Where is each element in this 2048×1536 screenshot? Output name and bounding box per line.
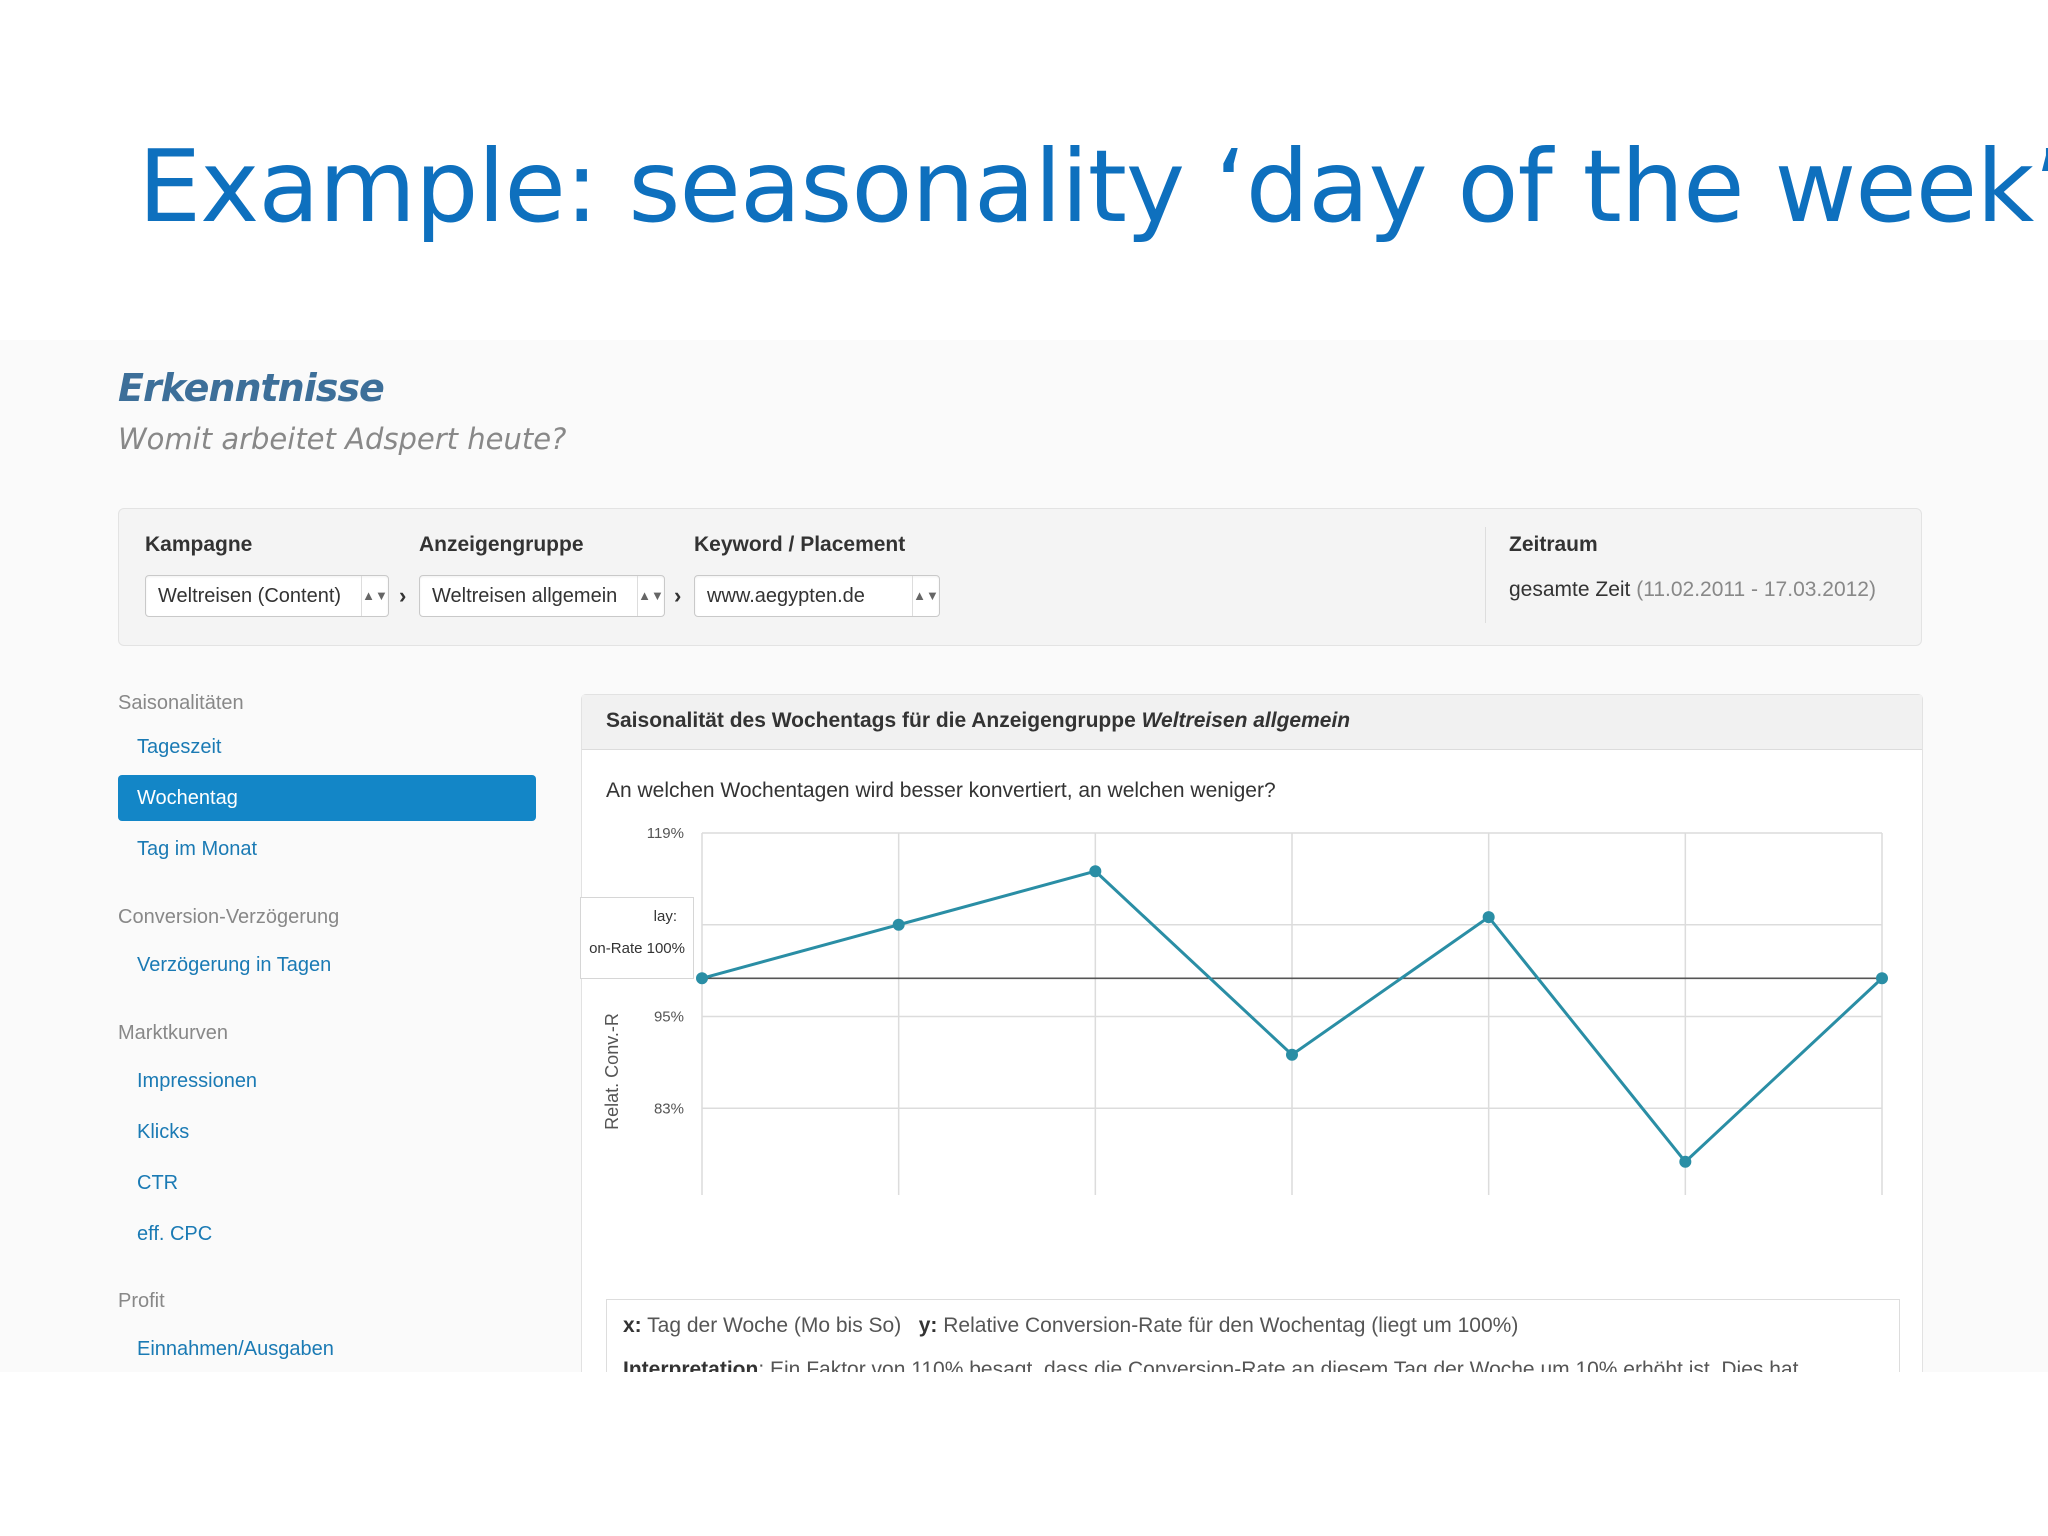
campaign-label: Kampagne bbox=[145, 533, 253, 556]
period-value[interactable]: gesamte Zeit (11.02.2011 - 17.03.2012) bbox=[1509, 578, 1876, 602]
sidebar-heading-marktkurven: Marktkurven bbox=[118, 1022, 229, 1044]
sidebar-item-wochentag[interactable]: Wochentag bbox=[118, 775, 536, 821]
y-tick-label: 71% bbox=[654, 1192, 684, 1195]
data-point bbox=[696, 972, 708, 985]
sidebar: Saisonalitäten Tageszeit Wochentag Tag i… bbox=[118, 692, 538, 1372]
adgroup-label: Anzeigengruppe bbox=[419, 533, 584, 556]
adgroup-select[interactable]: Weltreisen allgemein ▲▼ bbox=[419, 575, 665, 617]
page-subtitle: Womit arbeitet Adspert heute? bbox=[118, 422, 567, 456]
keyword-select[interactable]: www.aegypten.de ▲▼ bbox=[694, 575, 940, 617]
line-chart: 71%83%95%119%MondayTuesdayWednesdayThurs… bbox=[602, 825, 1888, 1195]
y-description: Relative Conversion-Rate für den Wochent… bbox=[943, 1314, 1519, 1337]
campaign-select-value: Weltreisen (Content) bbox=[158, 585, 342, 607]
sidebar-item-tag-im-monat[interactable]: Tag im Monat bbox=[137, 838, 258, 860]
select-arrows-icon: ▲▼ bbox=[912, 576, 939, 616]
breadcrumb-chevron-icon: › bbox=[399, 583, 407, 608]
interpretation-body: : Ein Faktor von 110% besagt, dass die C… bbox=[758, 1358, 1799, 1372]
sidebar-heading-saisonalitaeten: Saisonalitäten bbox=[118, 692, 244, 714]
sidebar-item-ctr[interactable]: CTR bbox=[137, 1172, 179, 1194]
data-point bbox=[1679, 1155, 1692, 1168]
sidebar-item-einnahmen[interactable]: Einnahmen/Ausgaben bbox=[137, 1338, 334, 1360]
data-point bbox=[892, 918, 905, 931]
sidebar-item-verzoegerung[interactable]: Verzögerung in Tagen bbox=[137, 954, 332, 976]
data-point bbox=[1089, 865, 1102, 878]
period-label: Zeitraum bbox=[1509, 533, 1598, 556]
sidebar-item-eff-cpc[interactable]: eff. CPC bbox=[137, 1223, 213, 1245]
interpretation-text: Interpretation: Ein Faktor von 110% besa… bbox=[623, 1358, 1798, 1372]
campaign-select[interactable]: Weltreisen (Content) ▲▼ bbox=[145, 575, 389, 617]
data-point bbox=[1286, 1048, 1298, 1061]
slide-title: Example: seasonality ‘day of the week’ bbox=[138, 128, 2048, 245]
chart-legend-box: x: Tag der Woche (Mo bis So) y: Relative… bbox=[606, 1299, 1900, 1372]
x-key: x: bbox=[623, 1314, 642, 1337]
sidebar-item-impressionen[interactable]: Impressionen bbox=[137, 1070, 258, 1092]
y-key: y: bbox=[918, 1314, 938, 1337]
keyword-label: Keyword / Placement bbox=[694, 533, 906, 556]
sidebar-item-tageszeit[interactable]: Tageszeit bbox=[137, 736, 222, 758]
sidebar-item-klicks[interactable]: Klicks bbox=[137, 1121, 190, 1143]
tooltip-day: lay: bbox=[653, 908, 677, 925]
page-title: Erkenntnisse bbox=[118, 366, 385, 410]
filter-divider bbox=[1485, 527, 1486, 623]
panel-question: An welchen Wochentagen wird besser konve… bbox=[606, 779, 1276, 802]
sidebar-heading-profit: Profit bbox=[118, 1290, 165, 1312]
y-tick-label: 119% bbox=[647, 825, 684, 842]
tooltip-rate: on-Rate 100% bbox=[589, 940, 685, 957]
period-value-text: gesamte Zeit bbox=[1509, 578, 1631, 601]
adgroup-select-value: Weltreisen allgemein bbox=[432, 585, 618, 607]
select-arrows-icon: ▲▼ bbox=[361, 576, 388, 616]
panel-title-group: Weltreisen allgemein bbox=[1141, 709, 1351, 732]
chart-panel: Saisonalität des Wochentags für die Anze… bbox=[580, 694, 1923, 1372]
data-point bbox=[1482, 911, 1495, 924]
y-axis-label: Relat. Conv.-R bbox=[602, 1013, 622, 1130]
breadcrumb-chevron-icon: › bbox=[674, 583, 682, 608]
panel-title: Saisonalität des Wochentags für die Anze… bbox=[606, 709, 1350, 733]
sidebar-heading-conversion: Conversion-Verzögerung bbox=[118, 906, 340, 928]
chart-tooltip: lay: on-Rate 100% bbox=[580, 897, 694, 979]
interpretation-key: Interpretation bbox=[623, 1358, 759, 1372]
y-tick-label: 83% bbox=[654, 1100, 684, 1117]
data-point bbox=[1876, 972, 1888, 985]
filter-bar: Kampagne Weltreisen (Content) ▲▼ › Anzei… bbox=[118, 508, 1922, 646]
app-screenshot: Erkenntnisse Womit arbeitet Adspert heut… bbox=[0, 340, 2048, 1372]
select-arrows-icon: ▲▼ bbox=[637, 576, 664, 616]
x-description: Tag der Woche (Mo bis So) bbox=[647, 1314, 902, 1337]
period-range: (11.02.2011 - 17.03.2012) bbox=[1636, 578, 1876, 601]
panel-title-prefix: Saisonalität des Wochentags für die Anze… bbox=[606, 709, 1136, 732]
axis-description: x: Tag der Woche (Mo bis So) y: Relative… bbox=[623, 1314, 1518, 1338]
panel-header: Saisonalität des Wochentags für die Anze… bbox=[582, 695, 1922, 750]
keyword-select-value: www.aegypten.de bbox=[707, 585, 865, 607]
y-tick-label: 95% bbox=[654, 1009, 684, 1026]
